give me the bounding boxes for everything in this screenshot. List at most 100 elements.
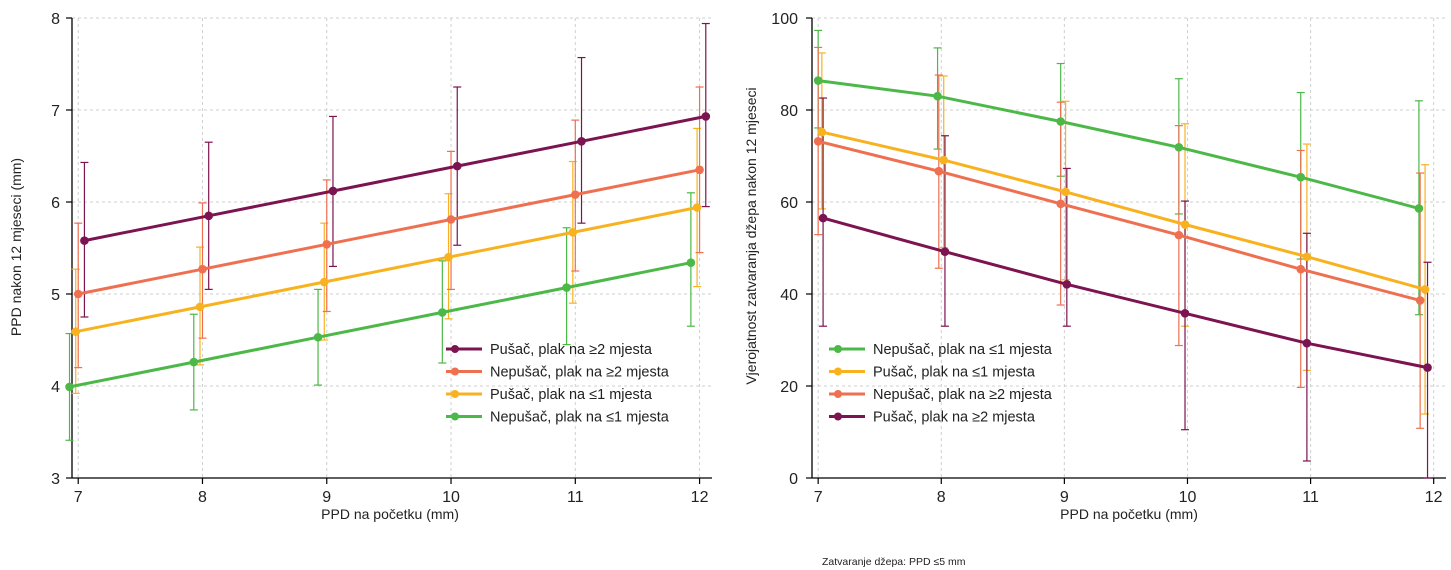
- data-point-s2: [577, 136, 586, 146]
- series-line-n2: [77, 168, 700, 296]
- chart-right-ylabel: Vjerojatnost zatvaranja džepa nakon 12 m…: [743, 87, 759, 384]
- chart-right-note: Zatvaranje džepa: PPD ≤5 mm: [822, 556, 966, 568]
- data-point-n2: [571, 190, 580, 199]
- chart-left-xlabel: PPD na početku (mm): [321, 506, 459, 522]
- data-point-s2: [940, 247, 950, 256]
- data-point-n2: [1415, 296, 1425, 305]
- data-point-s1: [71, 327, 81, 337]
- legend-swatch-point-s2: [834, 412, 842, 421]
- x-tick-label: 7: [74, 489, 83, 506]
- data-point-n1: [1296, 172, 1306, 182]
- data-point-s2: [80, 236, 89, 245]
- data-point-n2: [322, 240, 332, 249]
- data-point-s1: [195, 302, 205, 312]
- y-tick-label: 100: [771, 11, 798, 28]
- y-tick-label: 80: [780, 103, 798, 120]
- data-point-s2: [1180, 309, 1190, 318]
- data-point-s1: [568, 228, 578, 237]
- chart-right-axes: 0 20 40 60 80 100 7 8 9 10 11 12: [771, 11, 1446, 506]
- x-tick-label: 8: [937, 489, 946, 506]
- series-line-n1: [69, 261, 692, 389]
- series-line-n2: [817, 139, 1421, 302]
- legend-swatch-point-s1: [834, 367, 842, 376]
- legend-label-n2: Nepušač, plak na ≥2 mjesta: [490, 365, 670, 381]
- legend-label-n1: Nepušač, plak na ≤1 mjesta: [490, 410, 670, 426]
- legend-label-n1: Nepušač, plak na ≤1 mjesta: [873, 342, 1053, 358]
- y-tick-label: 20: [780, 379, 798, 396]
- data-point-n2: [1174, 230, 1184, 240]
- x-tick-label: 12: [691, 489, 709, 506]
- data-point-s2: [204, 211, 213, 221]
- data-point-n2: [813, 136, 823, 146]
- data-point-s2: [1062, 280, 1072, 289]
- y-tick-label: 6: [51, 195, 60, 212]
- data-point-n1: [562, 283, 571, 292]
- data-point-s2: [1423, 363, 1432, 372]
- x-tick-label: 8: [198, 489, 207, 506]
- data-point-n2: [198, 264, 207, 274]
- chart-right-xlabel: PPD na početku (mm): [1060, 506, 1198, 522]
- chart-left: 3 4 5 6 7 8 7 8 9 10 11 12 Pušač, plak na ≥2 mjesta…: [8, 11, 712, 522]
- data-point-n1: [813, 76, 823, 85]
- legend-label-s1: Pušač, plak na ≤1 mjesta: [873, 365, 1036, 381]
- data-point-s2: [452, 161, 462, 171]
- data-point-s1: [692, 203, 702, 212]
- series-line-s1: [75, 206, 698, 334]
- legend-label-s2: Pušač, plak na ≥2 mjesta: [873, 410, 1036, 426]
- chart-right-series: [813, 29, 1432, 479]
- x-tick-label: 9: [1060, 489, 1069, 506]
- y-tick-label: 40: [780, 287, 798, 304]
- data-point-n2: [1056, 199, 1065, 209]
- data-point-n2: [695, 165, 704, 175]
- legend-label-s1: Pušač, plak na ≤1 mjesta: [490, 387, 653, 403]
- chart-right: 0 20 40 60 80 100 7 8 9 10 11 12 Nepušač, plak na ≤…: [743, 11, 1446, 568]
- data-point-s1: [444, 252, 453, 262]
- data-point-n1: [313, 332, 323, 342]
- data-point-n2: [73, 289, 83, 299]
- legend-swatch-point-n2: [834, 390, 842, 398]
- legend-swatch-point-s2: [451, 345, 459, 353]
- series-line-s1: [821, 130, 1426, 291]
- data-point-n1: [933, 91, 942, 101]
- data-point-s2: [818, 213, 828, 223]
- data-point-n2: [1296, 264, 1306, 274]
- data-point-s1: [1302, 252, 1312, 262]
- data-point-n1: [1414, 204, 1424, 213]
- chart-left-ylabel: PPD nakon 12 mjeseci (mm): [8, 158, 24, 336]
- data-point-s1: [939, 155, 949, 165]
- data-point-n1: [438, 308, 447, 317]
- legend-swatch-point-n1: [834, 345, 842, 353]
- data-point-s1: [817, 127, 827, 137]
- y-tick-label: 0: [789, 471, 798, 488]
- data-point-n1: [1056, 117, 1065, 126]
- legend-swatch-point-s1: [451, 390, 459, 398]
- data-point-n2: [934, 166, 944, 176]
- chart-left-legend: Pušač, plak na ≥2 mjesta Nepušač, plak na…: [446, 342, 670, 426]
- legend-swatch-point-n1: [451, 412, 459, 421]
- chart-left-axes: 3 4 5 6 7 8 7 8 9 10 11 12: [51, 11, 712, 506]
- data-point-s1: [1061, 187, 1070, 197]
- x-tick-label: 10: [442, 489, 460, 506]
- x-tick-label: 10: [1179, 489, 1197, 506]
- data-point-s1: [319, 277, 329, 287]
- series-line-s2: [84, 114, 707, 243]
- data-point-s2: [1302, 338, 1312, 348]
- x-tick-label: 12: [1425, 489, 1443, 506]
- data-point-n1: [686, 258, 696, 268]
- legend-swatch-point-n2: [451, 367, 459, 376]
- x-tick-label: 7: [814, 489, 823, 506]
- data-point-n1: [65, 382, 74, 392]
- y-tick-label: 5: [51, 287, 60, 304]
- data-point-n1: [189, 357, 199, 367]
- data-point-s1: [1180, 220, 1190, 229]
- data-point-s2: [328, 186, 338, 196]
- series-line-s2: [822, 216, 1428, 370]
- y-tick-label: 8: [51, 11, 60, 28]
- x-tick-label: 9: [322, 489, 331, 506]
- chart-right-legend: Nepušač, plak na ≤1 mjesta Pušač, plak na…: [829, 342, 1053, 426]
- data-point-n2: [446, 215, 456, 224]
- chart-left-series: [65, 22, 711, 441]
- series-line-n1: [818, 79, 1420, 210]
- x-tick-label: 11: [1302, 489, 1319, 506]
